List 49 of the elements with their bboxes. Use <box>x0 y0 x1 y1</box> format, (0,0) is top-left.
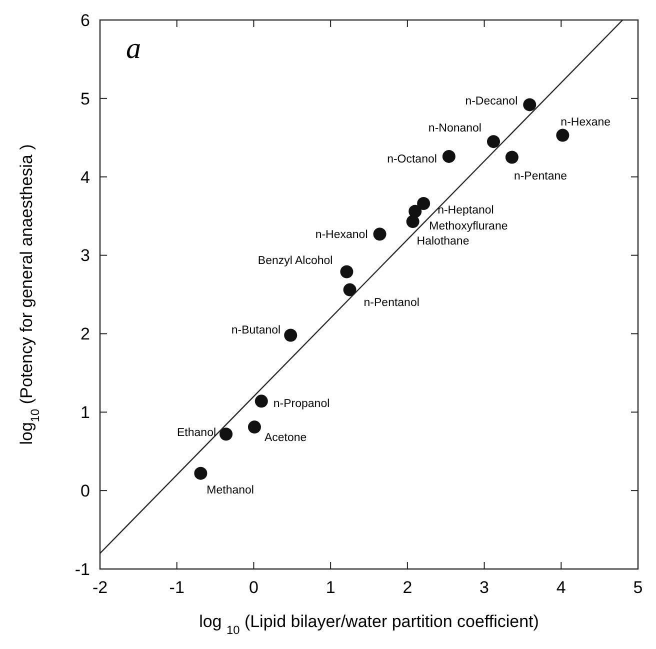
x-tick-label: 5 <box>633 578 643 597</box>
x-tick-label: -2 <box>92 578 108 597</box>
point <box>248 420 261 434</box>
annotation: Methanol <box>206 484 254 496</box>
y-tick-label: 4 <box>80 168 90 187</box>
x-tick-label: 3 <box>480 578 490 597</box>
point <box>220 428 233 441</box>
point <box>343 283 356 296</box>
y-tick-label: 3 <box>80 246 90 266</box>
x-tick-label: 2 <box>402 578 412 597</box>
annotation: a <box>126 32 141 65</box>
annotation: n-Hexanol <box>315 229 368 242</box>
annotation: n-Pentane <box>514 170 568 182</box>
annotation: n-Decanol <box>465 96 518 108</box>
y-tick-label: -1 <box>74 560 90 579</box>
annotation: n-Hexane <box>560 116 611 128</box>
point <box>417 197 430 210</box>
annotation: Methoxyflurane <box>429 220 508 232</box>
point <box>523 98 536 112</box>
annotation: Halothane <box>416 236 470 248</box>
annotation: n-Propanol <box>273 398 330 410</box>
point <box>284 328 298 342</box>
point <box>340 265 354 278</box>
y-tick-label: 0 <box>80 482 90 501</box>
y-tick-label: 1 <box>80 403 90 422</box>
y-tick-label: 6 <box>80 10 90 30</box>
point <box>442 150 456 163</box>
point <box>505 150 518 164</box>
point <box>373 228 386 241</box>
point <box>556 128 570 142</box>
x-axis-title: log $_{10}$ (Lipid bilayer/water partition coefficient) <box>199 612 539 637</box>
point <box>194 466 208 480</box>
x-tick-label: 1 <box>326 578 336 597</box>
annotation: Benzyl Alcohol <box>258 254 333 267</box>
annotation: n-Pentanol <box>364 296 420 309</box>
point <box>406 215 420 228</box>
y-tick-label: 5 <box>80 89 90 108</box>
annotation: n-Nonanol <box>428 122 482 135</box>
annotation: Ethanol <box>177 427 216 440</box>
y-tick-label: 2 <box>80 324 90 344</box>
x-tick-label: 4 <box>556 578 566 597</box>
x-tick-label: -1 <box>169 578 184 597</box>
point <box>487 135 500 148</box>
annotation: n-Heptanol <box>438 204 494 217</box>
annotation: n-Butanol <box>231 324 281 336</box>
point <box>254 394 268 408</box>
annotation: n-Octanol <box>387 153 437 166</box>
x-tick-label: 0 <box>248 578 258 597</box>
annotation: Acetone <box>264 432 307 444</box>
